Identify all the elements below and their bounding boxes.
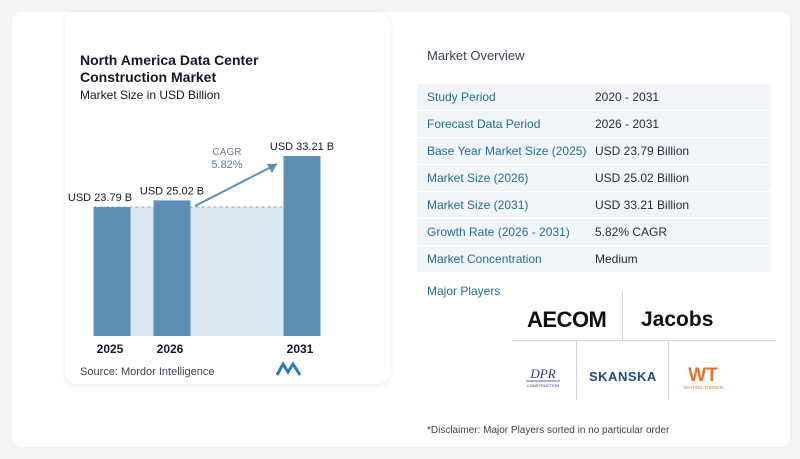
- bar-2026: [153, 200, 191, 336]
- chart-subtitle: Market Size in USD Billion: [80, 88, 221, 102]
- bar-chart: USD 23.79 B 2025 USD 25.02 B 2026 USD 33.21 …: [68, 141, 334, 356]
- row-value: USD 23.79 Billion: [595, 144, 690, 158]
- x-tick-label: 2026: [157, 342, 184, 356]
- row-key: Study Period: [427, 90, 496, 104]
- cagr-label: CAGR: [213, 147, 242, 158]
- overview-row: Market Size (2031) USD 33.21 Billion: [417, 192, 771, 218]
- row-key: Market Concentration: [427, 252, 542, 266]
- overview-row: Market Concentration Medium: [417, 246, 771, 272]
- row-value: USD 33.21 Billion: [595, 198, 690, 212]
- cagr-arrow-line: [194, 163, 278, 207]
- wt-logo-tagline: WHITING-TURNER: [683, 385, 723, 390]
- overview-row: Growth Rate (2026 - 2031) 5.82% CAGR: [417, 219, 771, 245]
- chart-source: Source: Mordor Intelligence: [80, 366, 215, 378]
- bar-2031: [283, 156, 321, 336]
- row-key: Market Size (2026): [427, 171, 529, 185]
- divider: [622, 290, 623, 340]
- row-value: 2020 - 2031: [595, 90, 660, 104]
- major-players-label: Major Players: [427, 284, 501, 298]
- divider: [668, 340, 669, 400]
- overview-row: Market Size (2026) USD 25.02 Billion: [417, 165, 771, 191]
- overview-title: Market Overview: [427, 48, 525, 63]
- row-value: 5.82% CAGR: [595, 225, 668, 239]
- overview-row: Forecast Data Period 2026 - 2031: [417, 111, 771, 137]
- row-key: Forecast Data Period: [427, 117, 541, 131]
- jacobs-logo: Jacobs: [641, 308, 714, 331]
- skanska-logo: SKANSKA: [589, 369, 657, 384]
- bar-2025: [93, 207, 131, 336]
- row-key: Base Year Market Size (2025): [427, 144, 587, 158]
- chart-title: North America Data Center Construction M…: [80, 52, 259, 85]
- row-key: Growth Rate (2026 - 2031): [427, 225, 570, 239]
- wt-logo-text: WT: [688, 365, 718, 386]
- row-value: USD 25.02 Billion: [595, 171, 690, 185]
- disclaimer: *Disclaimer: Major Players sorted in no …: [427, 425, 670, 436]
- overview-row: Base Year Market Size (2025) USD 23.79 B…: [417, 138, 771, 164]
- data-label: USD 25.02 B: [140, 185, 204, 197]
- row-value: Medium: [595, 252, 638, 266]
- data-label: USD 23.79 B: [68, 192, 132, 204]
- mordor-intelligence-logo-icon: [276, 362, 302, 376]
- cagr-value: 5.82%: [211, 159, 242, 171]
- divider: [512, 340, 776, 341]
- dpr-logo-tagline: CONSTRUCTION: [527, 383, 559, 388]
- dpr-logo-text: DPR: [529, 366, 555, 381]
- x-tick-label: 2031: [287, 342, 314, 356]
- dpr-logo: DPR CONSTRUCTION: [526, 366, 560, 388]
- row-key: Market Size (2031): [427, 198, 529, 212]
- row-value: 2026 - 2031: [595, 117, 660, 131]
- aecom-logo: AECOM: [527, 307, 607, 332]
- data-label: USD 33.21 B: [270, 141, 334, 153]
- whiting-turner-logo: WT WHITING-TURNER: [683, 365, 723, 390]
- x-tick-label: 2025: [97, 342, 124, 356]
- overview-row: Study Period 2020 - 2031: [417, 84, 771, 110]
- divider: [576, 340, 577, 400]
- cagr-arrow-head-icon: [267, 164, 277, 173]
